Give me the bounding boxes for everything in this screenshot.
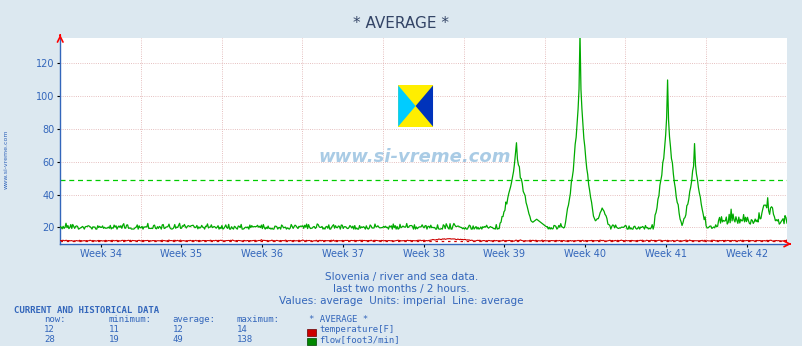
Text: * AVERAGE *: * AVERAGE *: [353, 16, 449, 30]
Text: www.si-vreme.com: www.si-vreme.com: [318, 148, 510, 166]
Text: * AVERAGE *: * AVERAGE *: [309, 316, 368, 325]
Text: temperature[F]: temperature[F]: [319, 325, 395, 334]
Text: CURRENT AND HISTORICAL DATA: CURRENT AND HISTORICAL DATA: [14, 306, 160, 315]
Text: 12: 12: [172, 325, 183, 334]
Text: 138: 138: [237, 335, 253, 344]
Text: www.si-vreme.com: www.si-vreme.com: [4, 129, 9, 189]
Text: 49: 49: [172, 335, 183, 344]
Text: 28: 28: [44, 335, 55, 344]
Text: flow[foot3/min]: flow[foot3/min]: [319, 335, 399, 344]
Text: Slovenia / river and sea data.: Slovenia / river and sea data.: [325, 272, 477, 282]
Polygon shape: [415, 85, 432, 127]
Text: 11: 11: [108, 325, 119, 334]
Bar: [398, 85, 432, 127]
Text: now:: now:: [44, 316, 66, 325]
Text: Values: average  Units: imperial  Line: average: Values: average Units: imperial Line: av…: [279, 296, 523, 306]
Text: average:: average:: [172, 316, 216, 325]
Text: maximum:: maximum:: [237, 316, 280, 325]
Polygon shape: [398, 85, 415, 127]
Text: 14: 14: [237, 325, 247, 334]
Text: 12: 12: [44, 325, 55, 334]
Text: minimum:: minimum:: [108, 316, 152, 325]
Text: 19: 19: [108, 335, 119, 344]
Text: last two months / 2 hours.: last two months / 2 hours.: [333, 284, 469, 294]
